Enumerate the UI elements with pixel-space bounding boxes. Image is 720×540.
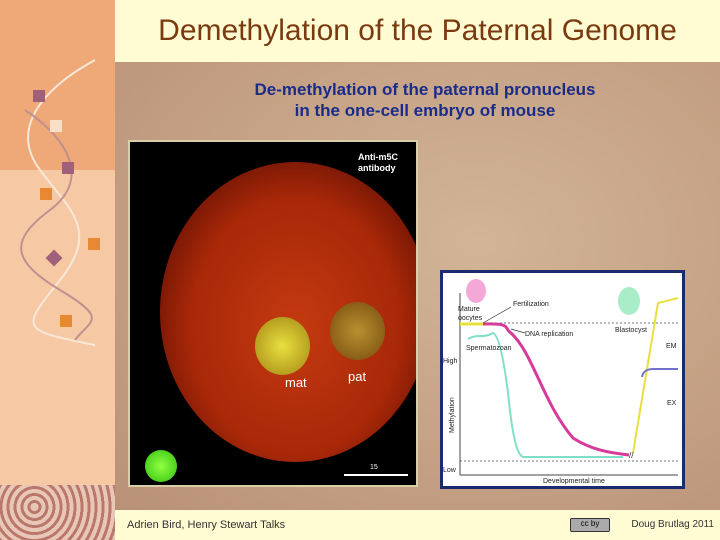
footer-credit: Adrien Bird, Henry Stewart Talks xyxy=(127,519,286,531)
paternal-curve xyxy=(467,331,623,458)
fertilization-label: Fertilization xyxy=(513,301,549,308)
embryo-micrograph: mat pat Anti-m5C antibody 15 xyxy=(128,140,418,487)
fertilization-arrow xyxy=(482,306,512,324)
spermatozoan-label: Spermatozoan xyxy=(466,345,512,352)
polar-body xyxy=(145,450,177,482)
blastocyst-icon xyxy=(618,287,640,315)
scale-label: 15 xyxy=(370,464,378,471)
replication-arrow xyxy=(510,328,526,334)
em-curve xyxy=(632,297,679,454)
footer: Adrien Bird, Henry Stewart Talks cc by D… xyxy=(115,510,720,540)
oocyte-icon xyxy=(466,279,486,303)
slide-title: Demethylation of the Paternal Genome xyxy=(158,14,677,47)
title-bar: Demethylation of the Paternal Genome xyxy=(115,0,720,62)
axis-break: // xyxy=(629,451,634,460)
dna-strand-decoration xyxy=(20,59,100,346)
ex-curve xyxy=(641,368,678,378)
figure-title: De-methylation of the paternal pronucleu… xyxy=(130,79,720,121)
ex-label: EX xyxy=(667,400,677,407)
low-label: Low xyxy=(443,467,457,474)
footer-author: Doug Brutlag 2011 xyxy=(631,519,714,530)
decorative-sidebar xyxy=(0,0,115,485)
antibody-line2: antibody xyxy=(358,163,396,173)
antibody-line1: Anti-m5C xyxy=(358,152,398,162)
x-axis-label: Developmental time xyxy=(543,478,605,485)
methylation-diagram: // Mature oocytes Fertilization DNA repl… xyxy=(440,270,685,489)
blastocyst-label: Blastocyst xyxy=(615,327,647,334)
figure-title-line1: De-methylation of the paternal pronucleu… xyxy=(254,80,596,99)
pat-label: pat xyxy=(348,369,367,384)
oocyte xyxy=(160,162,416,462)
mat-label: mat xyxy=(285,375,307,390)
em-label: EM xyxy=(666,343,677,350)
dna-replication-label: DNA replication xyxy=(525,331,573,338)
maternal-curve xyxy=(482,322,630,457)
scale-bar xyxy=(344,474,408,476)
mature-label: Mature xyxy=(458,306,480,313)
creative-commons-badge[interactable]: cc by xyxy=(570,518,610,532)
y-axis-label: Methylation xyxy=(449,397,456,433)
figure-title-line2: in the one-cell embryo of mouse xyxy=(294,101,556,120)
antibody-label: Anti-m5C antibody xyxy=(358,152,398,174)
paternal-pronucleus xyxy=(330,302,385,360)
oocytes-label: oocytes xyxy=(458,315,483,322)
swirl-decoration xyxy=(0,485,115,540)
high-label: High xyxy=(443,358,458,365)
maternal-pronucleus xyxy=(255,317,310,375)
